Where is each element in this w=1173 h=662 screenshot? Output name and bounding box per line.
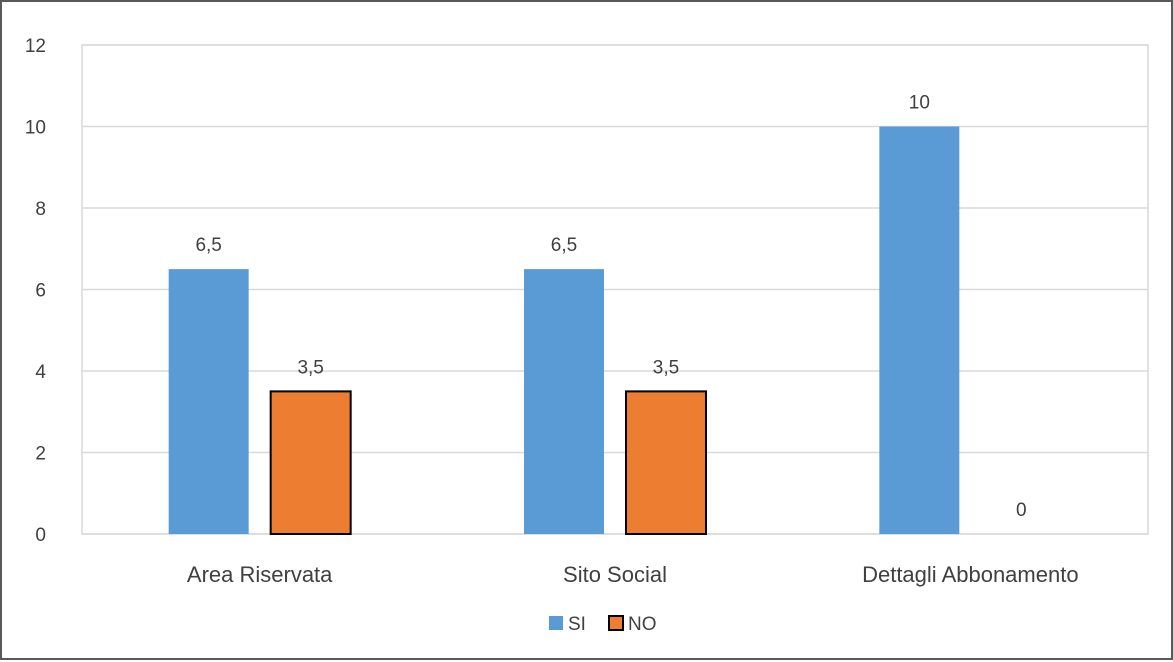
y-tick-label: 2 <box>35 444 46 465</box>
bar-si <box>524 269 604 534</box>
data-label: 10 <box>909 93 930 114</box>
legend-swatch-si <box>549 616 563 630</box>
data-label: 3,5 <box>653 357 679 378</box>
y-tick-label: 10 <box>25 118 46 139</box>
x-category-label: Sito Social <box>563 562 667 587</box>
legend-swatch-no <box>608 615 624 631</box>
y-tick-label: 4 <box>35 362 46 383</box>
legend-label-si: SI <box>568 614 586 635</box>
data-label: 0 <box>1016 500 1027 521</box>
y-tick-label: 0 <box>35 525 46 546</box>
bar-no <box>625 390 707 535</box>
data-label: 6,5 <box>551 235 577 256</box>
bar-si <box>168 269 249 534</box>
x-category-label: Area Riservata <box>187 562 333 587</box>
bar-no <box>269 390 352 535</box>
bar-si <box>879 126 960 534</box>
legend-label-no: NO <box>628 614 657 635</box>
y-tick-label: 6 <box>35 281 46 302</box>
data-label: 6,5 <box>195 235 221 256</box>
y-tick-label: 8 <box>35 199 46 220</box>
data-label: 3,5 <box>297 357 323 378</box>
y-tick-label: 12 <box>25 36 46 57</box>
x-category-label: Dettagli Abbonamento <box>862 562 1079 587</box>
